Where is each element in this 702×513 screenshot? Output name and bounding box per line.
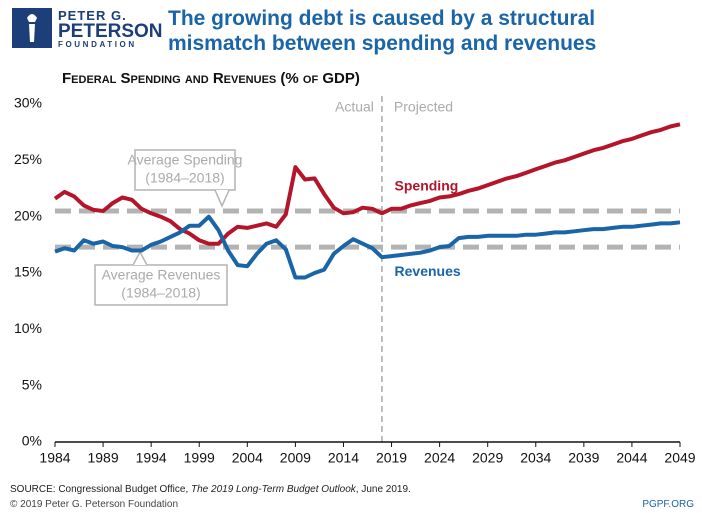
source: SOURCE: Congressional Budget Office, The… xyxy=(10,484,411,495)
callout-pointer xyxy=(214,189,230,208)
divider-label: Actual xyxy=(335,99,374,115)
series-label: Spending xyxy=(395,177,459,193)
y-tick-label: 20% xyxy=(14,207,42,223)
series-line xyxy=(53,122,681,246)
y-tick-label: 0% xyxy=(22,433,42,449)
x-tick-label: 1984 xyxy=(39,450,70,466)
y-tick-label: 5% xyxy=(22,376,42,392)
website: PGPF.ORG xyxy=(642,499,694,510)
callout-box xyxy=(94,264,228,306)
y-tick-label: 15% xyxy=(14,264,42,280)
logo-line-1: PETER G. xyxy=(58,8,127,23)
source-text: SOURCE: Congressional Budget Office, xyxy=(10,484,192,495)
chart-title: Federal Spending and Revenues (% of GDP) xyxy=(62,70,360,87)
x-tick-label: 2044 xyxy=(616,450,647,466)
x-tick-label: 1999 xyxy=(184,450,215,466)
x-tick-label: 2039 xyxy=(568,450,599,466)
y-tick-label: 10% xyxy=(14,320,42,336)
average-label: (1984–2018) xyxy=(121,285,200,301)
x-tick-label: 2004 xyxy=(232,450,263,466)
source-text: , June 2019. xyxy=(355,484,411,495)
x-tick-label: 2024 xyxy=(424,450,455,466)
y-tick-label: 30% xyxy=(14,95,42,111)
y-tick-label: 25% xyxy=(14,151,42,167)
x-tick-label: 2049 xyxy=(664,450,695,466)
logo-line-3: FOUNDATION xyxy=(58,40,137,49)
series-line xyxy=(54,214,681,280)
logo-torch xyxy=(27,14,37,42)
x-tick-label: 1994 xyxy=(136,450,167,466)
average-label: Average Spending xyxy=(128,152,243,168)
source-title: The 2019 Long-Term Budget Outlook xyxy=(191,484,356,495)
x-tick-label: 2009 xyxy=(280,450,311,466)
divider-label: Projected xyxy=(394,99,453,115)
x-tick-label: 1989 xyxy=(87,450,118,466)
x-tick-label: 2019 xyxy=(376,450,407,466)
average-label: Average Revenues xyxy=(102,267,221,283)
copyright: © 2019 Peter G. Peterson Foundation xyxy=(10,499,179,510)
title: The growing debt is caused by a structur… xyxy=(168,7,597,55)
callout-pointer xyxy=(132,250,148,266)
x-tick-label: 2014 xyxy=(328,450,359,466)
series-label: Revenues xyxy=(395,263,461,279)
callout-box xyxy=(134,149,236,191)
logo-line-2: PETERSON xyxy=(58,21,163,42)
x-tick-label: 2029 xyxy=(472,450,503,466)
average-label: (1984–2018) xyxy=(145,170,224,186)
x-tick-label: 2034 xyxy=(520,450,551,466)
